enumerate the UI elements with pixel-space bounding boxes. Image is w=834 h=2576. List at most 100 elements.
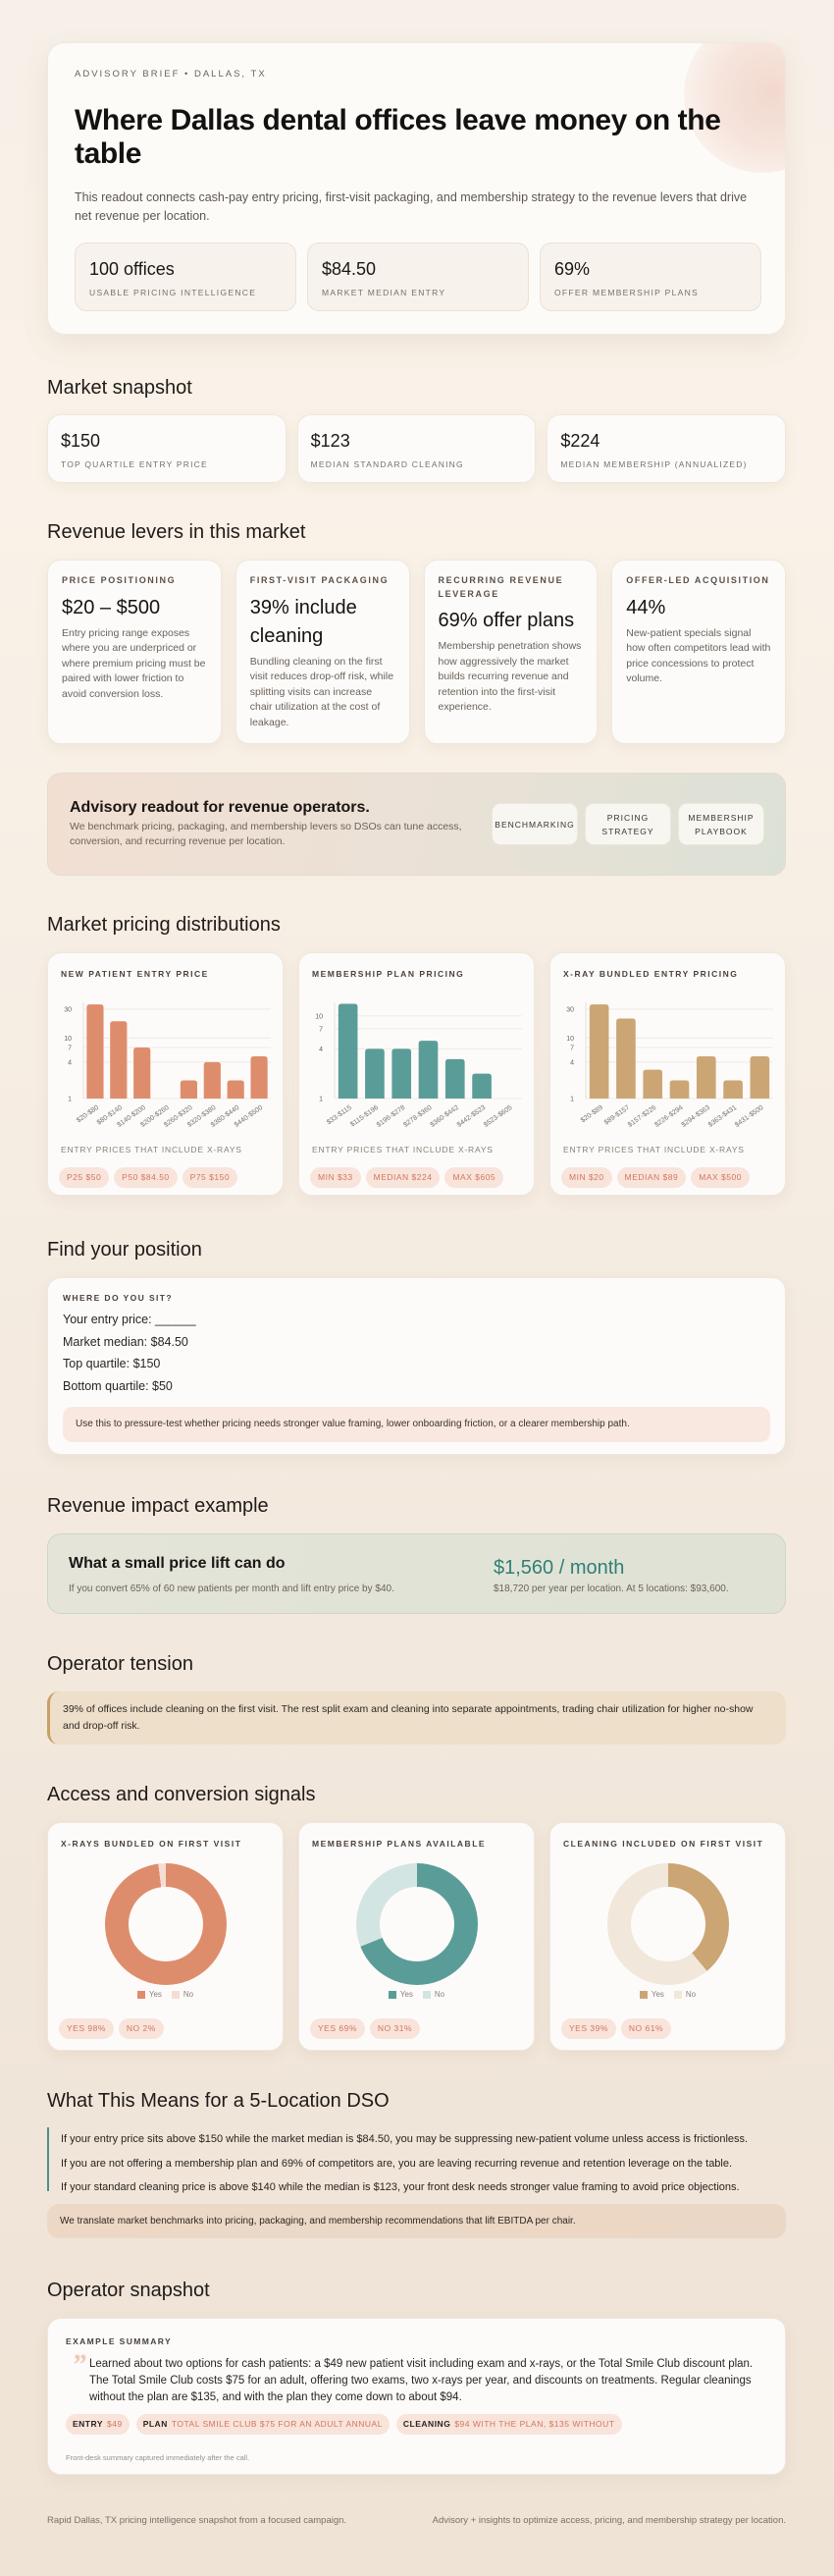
x-tick-label: $360-$442 — [429, 1104, 460, 1129]
legend-item-yes: Yes — [136, 1990, 162, 1999]
snapshot-value: $224 — [560, 431, 600, 451]
y-tick-label: 10 — [64, 1036, 72, 1043]
legend-label: Yes — [651, 1990, 664, 1999]
bar[interactable] — [696, 1055, 716, 1099]
stat-pills: MIN $33 MEDIAN $224 MAX $605 — [310, 1167, 504, 1188]
legend-label: No — [434, 1990, 445, 1999]
legend-swatch — [639, 1990, 648, 1999]
chart-card-entry-price: 1 4 7 10 30 $20-$80 $80-$140 $140-$200 $200-$260… — [47, 952, 284, 1196]
advisory-pills: BENCHMARKING PRICING STRATEGY MEMBERSHIP… — [492, 803, 764, 845]
section-heading-dso: What This Means for a 5-Location DSO — [47, 2090, 390, 2112]
lever-body: Membership penetration shows how aggress… — [438, 640, 582, 713]
tag-key: ENTRY — [73, 2419, 103, 2429]
hero-card: ADVISORY BRIEF • DALLAS, TX Where Dallas… — [47, 42, 786, 335]
list-item: If your entry price sits above $150 whil… — [61, 2133, 749, 2145]
legend-label: Yes — [148, 1990, 162, 1999]
levers-grid: PRICE POSITIONING $20 – $500 Entry prici… — [47, 560, 786, 744]
stat-pills: YES 39% NO 61% — [561, 2018, 672, 2039]
stat-value: 100 offices — [89, 259, 175, 279]
signal-charts: X-RAYS BUNDLED ON FIRST VISIT Yes No YES… — [47, 1822, 786, 2051]
donut-hole — [129, 1887, 203, 1961]
lever-card-recurring-revenue: RECURRING REVENUE LEVERAGE 69% offer pla… — [423, 560, 599, 744]
donut-chart — [105, 1863, 227, 1985]
lever-value: 69% offer plans — [438, 610, 575, 631]
lever-body: Entry pricing range exposes where you ar… — [62, 626, 206, 700]
stat-card-median-entry: $84.50 MARKET MEDIAN ENTRY — [307, 242, 529, 311]
bar[interactable] — [472, 1073, 492, 1099]
x-tick-label: $196-$278 — [376, 1104, 407, 1129]
stat-card-membership: 69% OFFER MEMBERSHIP PLANS — [540, 242, 761, 311]
bar[interactable] — [616, 1018, 636, 1099]
lever-body: New-patient specials signal how often co… — [626, 626, 771, 685]
snapshot-card: $123 MEDIAN STANDARD CLEANING — [296, 414, 537, 483]
bar[interactable] — [723, 1080, 743, 1099]
stat-pill: MEDIAN $89 — [616, 1167, 687, 1188]
chart-legend: Yes No — [299, 1990, 534, 1999]
tag-plan: PLAN TOTAL SMILE CLUB $75 FOR AN ADULT AN… — [135, 2414, 390, 2435]
stat-card-offices: 100 offices USABLE PRICING INTELLIGENCE — [75, 242, 296, 311]
snapshot-label: TOP QUARTILE ENTRY PRICE — [61, 459, 208, 469]
page-title: Where Dallas dental offices leave money … — [75, 104, 721, 170]
y-tick-label: 7 — [319, 1026, 323, 1033]
bar[interactable] — [418, 1041, 439, 1099]
stat-label: USABLE PRICING INTELLIGENCE — [89, 288, 257, 297]
section-heading-operator-tension: Operator tension — [47, 1653, 193, 1675]
lever-label: FIRST-VISIT PACKAGING — [249, 575, 390, 585]
bar[interactable] — [643, 1069, 663, 1099]
y-tick-label: 10 — [315, 1013, 323, 1020]
chart-card-xray-entry-pricing: 1 4 7 10 30 $20-$89 $89-$157 $157-$226 $226-$294… — [549, 952, 786, 1196]
dso-banner: We translate market benchmarks into pric… — [47, 2204, 786, 2238]
legend-item-yes: Yes — [388, 1990, 413, 1999]
bar[interactable] — [203, 1061, 221, 1099]
bar[interactable] — [227, 1080, 244, 1099]
legend-item-no: No — [171, 1990, 194, 1999]
y-tick-label: 4 — [68, 1059, 72, 1066]
tag-key: CLEANING — [402, 2419, 451, 2429]
legend-item-no: No — [673, 1990, 696, 1999]
position-lines: Your entry price: ______ Market median: … — [63, 1309, 196, 1397]
bar[interactable] — [391, 1048, 412, 1099]
stat-pill: YES 98% — [59, 2018, 114, 2039]
advisory-text: We benchmark pricing, packaging, and mem… — [70, 821, 462, 847]
distribution-charts: 1 4 7 10 30 $20-$80 $80-$140 $140-$200 $200-$260… — [47, 952, 786, 1196]
chart-title: X-RAY BUNDLED ENTRY PRICING — [563, 969, 739, 979]
stat-pill: YES 39% — [561, 2018, 616, 2039]
impact-detail: $18,720 per year per location. At 5 loca… — [494, 1583, 729, 1594]
chart-title: CLEANING INCLUDED ON FIRST VISIT — [563, 1839, 764, 1849]
section-heading-market-snapshot: Market snapshot — [47, 377, 192, 399]
stat-pill: NO 61% — [620, 2018, 672, 2039]
position-note: Use this to pressure-test whether pricin… — [63, 1407, 770, 1442]
impact-value: $1,560 / month — [494, 1557, 625, 1579]
operator-tags: ENTRY $49 PLAN TOTAL SMILE CLUB $75 FOR AN… — [66, 2414, 622, 2435]
y-tick-label: 4 — [319, 1046, 323, 1053]
chart-title: MEMBERSHIP PLANS AVAILABLE — [312, 1839, 487, 1849]
stat-value: $84.50 — [322, 259, 377, 279]
lever-label: OFFER-LED ACQUISITION — [626, 575, 770, 585]
list-item: If your standard cleaning price is above… — [61, 2181, 740, 2193]
advisory-title: Advisory readout for revenue operators. — [70, 799, 370, 816]
impact-card: What a small price lift can do If you co… — [47, 1533, 786, 1614]
bar[interactable] — [444, 1058, 465, 1099]
bar[interactable] — [365, 1048, 385, 1099]
bar[interactable] — [338, 1003, 358, 1099]
bar[interactable] — [250, 1055, 268, 1099]
legend-swatch — [171, 1990, 180, 1999]
advisory-banner: Advisory readout for revenue operators. … — [47, 773, 786, 876]
bar[interactable] — [669, 1080, 690, 1099]
bar[interactable] — [180, 1080, 198, 1099]
y-tick-label: 1 — [68, 1097, 72, 1103]
donut-hole — [631, 1887, 705, 1961]
bar[interactable] — [133, 1046, 151, 1099]
lever-label: RECURRING REVENUE LEVERAGE — [438, 575, 564, 599]
chart-legend: Yes No — [550, 1990, 785, 1999]
benchmarking-chip: BENCHMARKING — [492, 803, 578, 845]
bar[interactable] — [110, 1021, 128, 1099]
bar[interactable] — [589, 1004, 609, 1099]
stat-pill: P25 $50 — [59, 1167, 110, 1188]
donut-hole — [380, 1887, 454, 1961]
x-tick-label: $115-$196 — [349, 1104, 380, 1129]
stat-pills: YES 98% NO 2% — [59, 2018, 164, 2039]
bar[interactable] — [750, 1055, 770, 1099]
bar[interactable] — [86, 1004, 104, 1099]
legend-label: No — [182, 1990, 194, 1999]
